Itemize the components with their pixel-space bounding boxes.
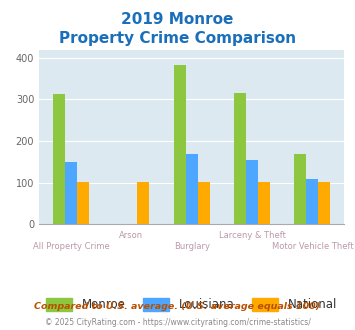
Bar: [258, 182, 270, 224]
Bar: [65, 162, 77, 224]
Bar: [198, 182, 210, 224]
Text: All Property Crime: All Property Crime: [33, 242, 109, 251]
Text: Compared to U.S. average. (U.S. average equals 100): Compared to U.S. average. (U.S. average …: [34, 302, 321, 311]
Bar: [77, 182, 89, 224]
Text: Larceny & Theft: Larceny & Theft: [219, 231, 285, 240]
Bar: [174, 65, 186, 224]
Bar: [318, 182, 331, 224]
Legend: Monroe, Louisiana, National: Monroe, Louisiana, National: [42, 293, 342, 316]
Text: Property Crime Comparison: Property Crime Comparison: [59, 31, 296, 46]
Bar: [294, 153, 306, 224]
Text: Arson: Arson: [119, 231, 143, 240]
Bar: [186, 153, 198, 224]
Bar: [306, 180, 318, 224]
Bar: [234, 93, 246, 224]
Text: Burglary: Burglary: [174, 242, 210, 251]
Text: Motor Vehicle Theft: Motor Vehicle Theft: [272, 242, 353, 251]
Text: 2019 Monroe: 2019 Monroe: [121, 12, 234, 26]
Bar: [137, 182, 149, 224]
Text: © 2025 CityRating.com - https://www.cityrating.com/crime-statistics/: © 2025 CityRating.com - https://www.city…: [45, 318, 310, 327]
Bar: [246, 160, 258, 224]
Bar: [53, 94, 65, 224]
